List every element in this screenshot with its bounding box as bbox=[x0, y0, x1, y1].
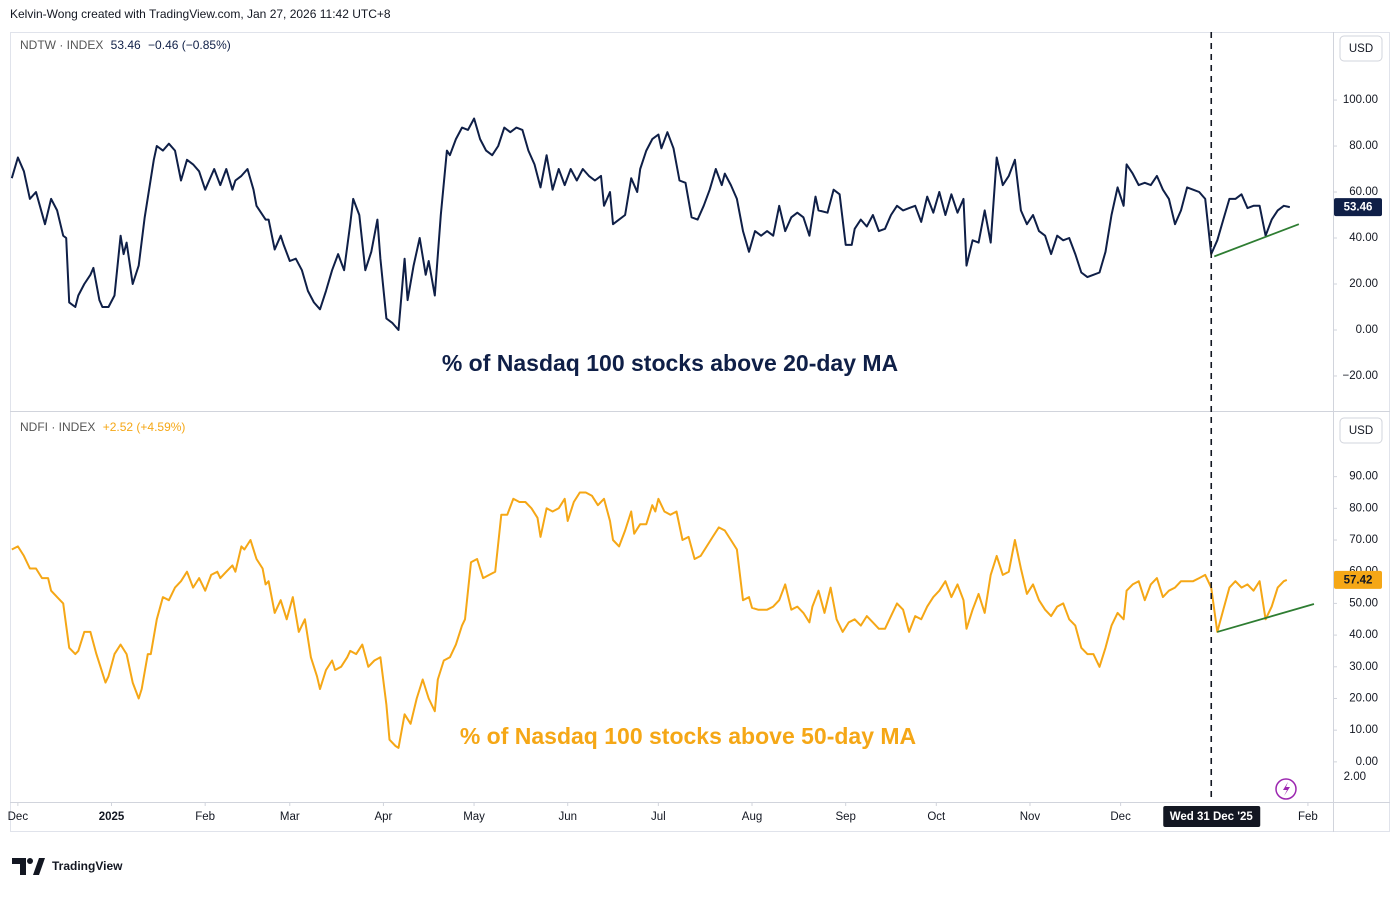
y-tick-label: 80.00 bbox=[1349, 140, 1378, 152]
y-tick-label: 10.00 bbox=[1349, 724, 1378, 736]
y-tick-label: 0.00 bbox=[1356, 756, 1378, 768]
currency: USD bbox=[1349, 43, 1373, 55]
logo bbox=[12, 858, 45, 875]
currency: USD bbox=[1349, 425, 1373, 437]
y-tick-label: 60.00 bbox=[1349, 186, 1378, 198]
x-tick-label: Oct bbox=[927, 811, 946, 823]
y-tick-label: 100.00 bbox=[1343, 94, 1378, 106]
last-value-bg bbox=[1334, 198, 1382, 217]
x-tick-label: Apr bbox=[374, 811, 392, 823]
legend: NDTW · INDEX 53.46 −0.46 (−0.85%) bbox=[20, 38, 231, 52]
x-tick-label: Sep bbox=[835, 811, 855, 823]
y-tick-label: 30.00 bbox=[1349, 661, 1378, 673]
y-tick-label: −20.00 bbox=[1343, 370, 1379, 382]
legend: NDFI · INDEX +2.52 (+4.59%) bbox=[20, 420, 185, 434]
legend-change: −0.46 (−0.85%) bbox=[148, 38, 231, 52]
footer-brand: TradingView bbox=[52, 859, 123, 873]
frame bbox=[10, 32, 1390, 832]
x-tick-label: Jun bbox=[558, 811, 577, 823]
x-tick-label: May bbox=[463, 811, 485, 823]
crosshair-label: Wed 31 Dec '25 bbox=[1170, 811, 1254, 823]
x-tick-label: Jul bbox=[651, 811, 666, 823]
y-tick-label: 40.00 bbox=[1349, 629, 1378, 641]
pane bbox=[11, 491, 1288, 749]
y-tick-label: 0.00 bbox=[1356, 324, 1378, 336]
annotation: % of Nasdaq 100 stocks above 20-day MA bbox=[442, 350, 898, 376]
y-tick-label: 40.00 bbox=[1349, 232, 1378, 244]
last-value-bg bbox=[1334, 570, 1382, 589]
series-line bbox=[11, 491, 1288, 749]
last-value-label: 57.42 bbox=[1344, 574, 1373, 586]
legend-value: 53.46 bbox=[111, 38, 141, 52]
legend-symbol: NDTW · INDEX bbox=[20, 38, 103, 52]
legend-symbol: NDFI · INDEX bbox=[20, 420, 95, 434]
y-tick-label: 20.00 bbox=[1349, 278, 1378, 290]
y-tick-label: 70.00 bbox=[1349, 534, 1378, 546]
axis-extra-label: 2.00 bbox=[1344, 771, 1366, 783]
x-tick-label: Dec bbox=[8, 811, 29, 823]
y-tick-label: 20.00 bbox=[1349, 693, 1378, 705]
currency-box[interactable] bbox=[1339, 35, 1383, 62]
x-tick-label: Aug bbox=[742, 811, 762, 823]
alert-icon[interactable] bbox=[1275, 778, 1297, 800]
header: Kelvin-Wong created with TradingView.com… bbox=[10, 7, 391, 21]
series-line bbox=[10, 117, 1291, 331]
x-tick-label: Feb bbox=[1298, 811, 1318, 823]
currency-box[interactable] bbox=[1339, 417, 1383, 444]
annotation: % of Nasdaq 100 stocks above 50-day MA bbox=[460, 723, 916, 749]
x-tick-label: Nov bbox=[1020, 811, 1041, 823]
x-tick-label: Mar bbox=[280, 811, 300, 823]
x-tick-label: Dec bbox=[1110, 811, 1131, 823]
trendline bbox=[1213, 223, 1300, 258]
last-value-label: 53.46 bbox=[1344, 202, 1373, 214]
y-tick-label: 80.00 bbox=[1349, 502, 1378, 514]
trendline bbox=[1217, 603, 1315, 633]
pane bbox=[10, 117, 1291, 331]
legend-change: +2.52 (+4.59%) bbox=[103, 420, 186, 434]
crosshair-label-bg bbox=[1163, 806, 1261, 827]
x-tick-label: 2025 bbox=[99, 811, 125, 823]
y-tick-label: 50.00 bbox=[1349, 597, 1378, 609]
y-tick-label: 90.00 bbox=[1349, 471, 1378, 483]
x-tick-label: Feb bbox=[195, 811, 215, 823]
